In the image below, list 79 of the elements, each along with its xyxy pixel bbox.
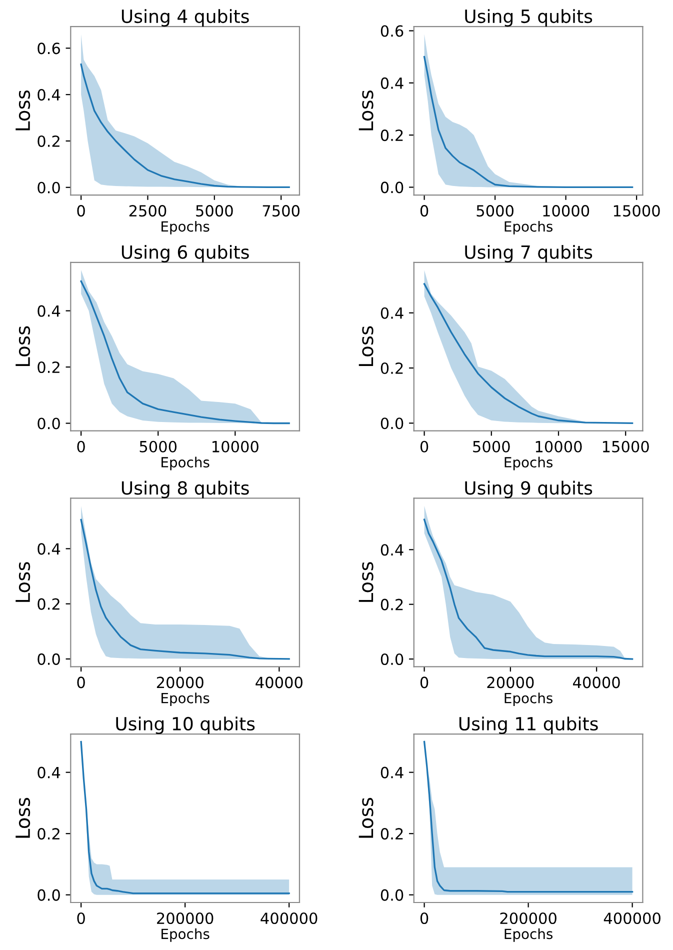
chart-title: Using 10 qubits (116, 716, 255, 734)
chart-title: Using 7 qubits (465, 244, 592, 262)
x-tick-label: 10000 (212, 440, 258, 452)
x-tick-label: 0 (77, 205, 85, 217)
y-tick-label: 0.4 (380, 766, 404, 778)
y-tick-label: 0.0 (38, 418, 60, 430)
y-axis-title: Loss (16, 798, 30, 838)
x-tick-label: 400000 (260, 912, 318, 924)
x-tick-label: 0 (420, 676, 428, 688)
x-tick-label: 0 (77, 676, 85, 688)
y-axis-title: Loss (358, 798, 374, 838)
x-tick-label: 5000 (196, 205, 233, 217)
x-tick-label: 0 (77, 440, 85, 452)
chart-title: Using 9 qubits (465, 480, 592, 498)
x-tick-label: 20000 (156, 676, 204, 688)
y-tick-label: 0.4 (380, 307, 404, 319)
y-axis-title: Loss (16, 90, 30, 130)
chart-title: Using 11 qubits (459, 716, 598, 734)
y-tick-label: 0.4 (380, 544, 404, 556)
y-tick-label: 0.4 (38, 305, 60, 317)
x-tick-label: 40000 (256, 676, 302, 688)
x-tick-label: 0 (420, 440, 428, 452)
x-tick-label: 0 (77, 912, 85, 924)
x-tick-label: 200000 (157, 912, 214, 924)
y-tick-label: 0.2 (380, 130, 403, 142)
y-tick-label: 0.0 (380, 889, 404, 901)
x-axis-title: Epochs (504, 692, 553, 706)
x-axis-title: Epochs (162, 692, 210, 706)
y-tick-label: 0.4 (38, 766, 60, 778)
x-tick-label: 5000 (473, 440, 510, 452)
x-tick-label: 5000 (476, 205, 514, 217)
x-tick-label: 400000 (604, 912, 660, 924)
x-axis-title: Epochs (504, 220, 553, 234)
y-tick-label: 0.0 (380, 418, 404, 430)
x-tick-label: 10000 (536, 440, 582, 452)
x-tick-label: 2500 (129, 205, 166, 217)
line-series (80, 64, 290, 188)
y-tick-label: 0.2 (38, 361, 60, 374)
y-axis-title: Loss (358, 326, 374, 366)
chart-title: Using 4 qubits (122, 9, 249, 27)
x-tick-label: 15000 (614, 205, 660, 217)
y-axis-title: Loss (358, 562, 374, 602)
y-axis-title: Loss (16, 562, 30, 602)
y-tick-label: 0.2 (380, 828, 403, 840)
y-tick-label: 0.0 (38, 889, 60, 901)
y-tick-label: 0.2 (38, 828, 60, 840)
y-tick-label: 0.0 (380, 653, 404, 666)
y-tick-label: 0.2 (380, 362, 403, 374)
x-axis-title: Epochs (162, 220, 210, 234)
chart-title: Using 6 qubits (122, 244, 249, 262)
y-axis-title: Loss (358, 90, 374, 130)
x-tick-label: 40000 (573, 676, 620, 688)
x-axis-title: Epochs (162, 456, 210, 470)
x-axis-title: Epochs (504, 456, 553, 470)
x-tick-label: 10000 (543, 205, 590, 217)
y-tick-label: 0.0 (38, 653, 60, 665)
x-tick-label: 7500 (262, 205, 300, 217)
y-tick-label: 0.4 (380, 77, 404, 89)
x-tick-label: 5000 (140, 440, 177, 452)
x-tick-label: 0 (420, 912, 428, 924)
chart-title: Using 8 qubits (122, 480, 249, 498)
x-tick-label: 0 (420, 205, 428, 217)
y-tick-label: 0.0 (38, 182, 60, 194)
y-tick-label: 0.2 (38, 598, 60, 610)
y-axis-title: Loss (16, 326, 30, 366)
x-tick-label: 200000 (500, 912, 556, 924)
y-tick-label: 0.4 (38, 543, 60, 555)
x-axis-title: Epochs (504, 928, 553, 942)
y-tick-label: 0.2 (380, 598, 403, 610)
chart-title: Using 5 qubits (465, 9, 592, 27)
x-tick-label: 20000 (487, 676, 534, 688)
y-tick-label: 0.6 (380, 25, 404, 37)
x-axis-title: Epochs (162, 928, 210, 942)
y-tick-label: 0.4 (38, 89, 60, 101)
y-tick-label: 0.2 (38, 135, 60, 148)
y-tick-label: 0.6 (38, 42, 60, 54)
y-tick-label: 0.0 (380, 182, 404, 194)
line-series (423, 56, 634, 188)
x-tick-label: 15000 (602, 440, 649, 452)
